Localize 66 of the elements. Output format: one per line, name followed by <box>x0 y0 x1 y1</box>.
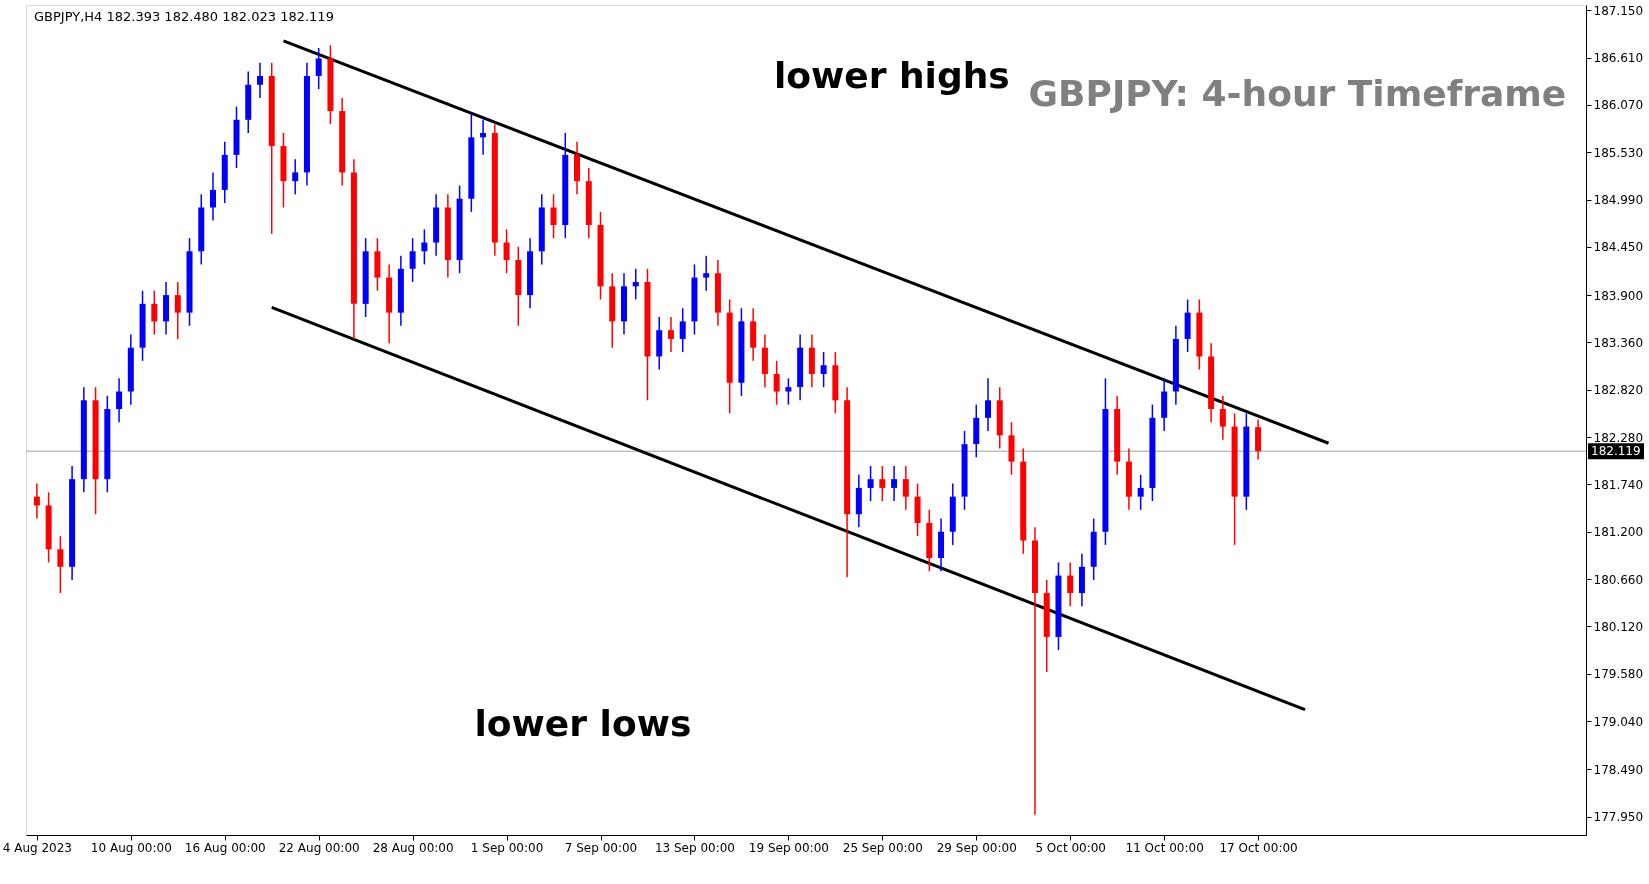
x-tick-label: 5 Oct 00:00 <box>1035 840 1106 855</box>
x-tick-label: 29 Sep 00:00 <box>936 840 1017 855</box>
y-tick-label: 182.820 <box>1593 383 1644 398</box>
y-tick-label: 186.610 <box>1593 51 1644 66</box>
candlestick <box>409 237 416 283</box>
y-tick-label: 187.150 <box>1593 3 1644 18</box>
candlestick <box>703 254 710 292</box>
candlestick <box>773 360 780 406</box>
x-tick-label: 4 Aug 2023 <box>2 840 72 855</box>
candlestick <box>632 268 639 301</box>
candlestick <box>503 228 510 274</box>
y-tick-label: 184.450 <box>1593 240 1644 255</box>
annotation: lower lows <box>474 703 692 744</box>
y-tick-label: 179.580 <box>1593 667 1644 682</box>
y-tick-label: 179.040 <box>1593 714 1644 729</box>
ref-line-label: 182.119 <box>1591 444 1641 459</box>
x-tick-label: 17 Oct 00:00 <box>1219 840 1298 855</box>
y-tick-label: 185.530 <box>1593 145 1644 160</box>
candlestick <box>116 377 123 423</box>
candlestick <box>315 47 322 90</box>
y-tick-label: 183.900 <box>1593 288 1644 303</box>
y-tick-label: 186.070 <box>1593 98 1644 113</box>
x-tick-label: 7 Sep 00:00 <box>564 840 638 855</box>
candlestick <box>256 62 263 99</box>
x-tick-label: 28 Aug 00:00 <box>372 840 454 855</box>
candlestick <box>292 158 299 196</box>
candlestick <box>151 289 158 336</box>
y-tick-label: 182.280 <box>1593 430 1644 445</box>
candlestick <box>210 171 217 222</box>
candlestick <box>867 465 874 502</box>
x-tick-label: 16 Aug 00:00 <box>184 840 266 855</box>
candlestick <box>480 119 487 156</box>
candlestick <box>57 535 64 594</box>
y-tick-label: 180.120 <box>1593 619 1644 634</box>
y-tick-label: 183.360 <box>1593 335 1644 350</box>
candlestick <box>421 228 428 266</box>
y-tick-label: 177.950 <box>1593 810 1644 825</box>
y-tick-label: 181.740 <box>1593 477 1644 492</box>
x-tick-label: 1 Sep 00:00 <box>470 840 544 855</box>
candlestick <box>550 193 557 239</box>
candlestick <box>33 482 40 520</box>
annotation: GBPJPY,H4 182.393 182.480 182.023 182.119 <box>34 9 334 24</box>
candlestick <box>891 465 898 502</box>
x-tick-label: 25 Sep 00:00 <box>842 840 923 855</box>
candlestick <box>1067 561 1074 607</box>
candlestick <box>820 351 827 388</box>
candlestick <box>679 307 686 353</box>
x-tick-label: 22 Aug 00:00 <box>278 840 360 855</box>
y-tick-label: 181.200 <box>1593 525 1644 540</box>
x-tick-label: 13 Sep 00:00 <box>654 840 735 855</box>
candlestick <box>785 377 792 406</box>
x-tick-label: 19 Sep 00:00 <box>748 840 829 855</box>
candlestick <box>667 316 674 353</box>
y-tick-label: 178.490 <box>1593 762 1644 777</box>
y-tick-label: 180.660 <box>1593 572 1644 587</box>
candlestick <box>1219 395 1226 441</box>
candlestick <box>174 281 181 340</box>
candlestick <box>1137 474 1144 511</box>
y-tick-label: 184.990 <box>1593 193 1644 208</box>
candlestick <box>985 377 992 432</box>
x-tick-label: 11 Oct 00:00 <box>1125 840 1204 855</box>
x-tick-label: 10 Aug 00:00 <box>90 840 172 855</box>
annotation: lower highs <box>773 55 1010 96</box>
text: GBPJPY: 4-hour Timeframe <box>1028 73 1567 114</box>
candlestick <box>902 465 909 511</box>
candlestick <box>879 465 886 502</box>
